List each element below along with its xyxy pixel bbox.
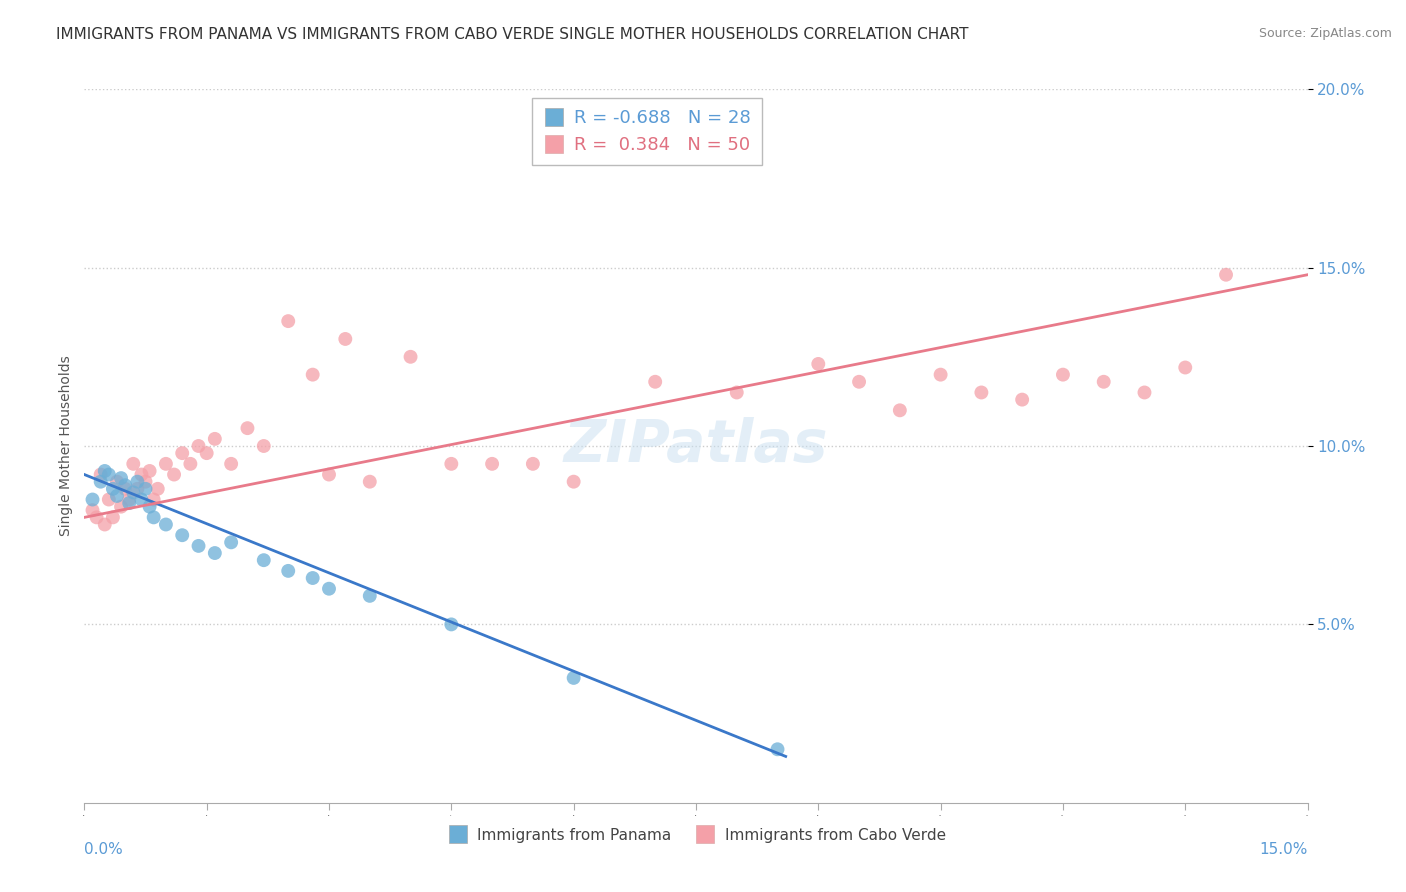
Point: [127, 482, 149, 496]
Point: [766, 742, 789, 756]
Point: [1133, 385, 1156, 400]
Text: 0.0%: 0.0%: [84, 842, 124, 857]
Point: [93, 517, 115, 532]
Text: IMMIGRANTS FROM PANAMA VS IMMIGRANTS FROM CABO VERDE SINGLE MOTHER HOUSEHOLDS CO: IMMIGRANTS FROM PANAMA VS IMMIGRANTS FRO…: [56, 27, 969, 42]
Point: [146, 482, 169, 496]
Point: [807, 357, 830, 371]
Point: [1215, 268, 1237, 282]
Point: [101, 510, 124, 524]
Point: [110, 471, 132, 485]
Point: [82, 492, 104, 507]
Point: [359, 475, 381, 489]
Point: [301, 368, 323, 382]
Point: [135, 482, 157, 496]
Point: [138, 500, 160, 514]
Point: [318, 467, 340, 482]
Point: [399, 350, 422, 364]
Point: [301, 571, 323, 585]
Point: [970, 385, 993, 400]
Point: [204, 546, 226, 560]
Point: [118, 492, 141, 507]
Point: [440, 617, 463, 632]
Point: [253, 553, 276, 567]
Point: [82, 503, 104, 517]
Point: [131, 467, 153, 482]
Point: [562, 671, 585, 685]
Point: [644, 375, 666, 389]
Text: ZIPatlas: ZIPatlas: [564, 417, 828, 475]
Point: [219, 535, 242, 549]
Point: [204, 432, 226, 446]
Point: [138, 464, 160, 478]
Point: [155, 517, 177, 532]
Point: [105, 475, 128, 489]
Point: [522, 457, 544, 471]
Point: [114, 478, 136, 492]
Point: [86, 510, 108, 524]
Point: [929, 368, 952, 382]
Point: [848, 375, 870, 389]
Point: [127, 475, 149, 489]
Point: [114, 482, 136, 496]
Point: [481, 457, 503, 471]
Point: [131, 492, 153, 507]
Point: [93, 464, 115, 478]
Point: [172, 446, 194, 460]
Point: [97, 492, 120, 507]
Point: [122, 457, 145, 471]
Point: [118, 496, 141, 510]
Point: [187, 439, 209, 453]
Point: [142, 492, 165, 507]
Point: [110, 500, 132, 514]
Point: [179, 457, 201, 471]
Point: [97, 467, 120, 482]
Point: [440, 457, 463, 471]
Point: [277, 314, 299, 328]
Y-axis label: Single Mother Households: Single Mother Households: [59, 356, 73, 536]
Point: [1174, 360, 1197, 375]
Point: [90, 475, 112, 489]
Point: [122, 485, 145, 500]
Point: [562, 475, 585, 489]
Point: [889, 403, 911, 417]
Legend: Immigrants from Panama, Immigrants from Cabo Verde: Immigrants from Panama, Immigrants from …: [440, 822, 952, 848]
Point: [101, 482, 124, 496]
Point: [163, 467, 186, 482]
Point: [253, 439, 276, 453]
Point: [135, 475, 157, 489]
Text: Source: ZipAtlas.com: Source: ZipAtlas.com: [1258, 27, 1392, 40]
Point: [1092, 375, 1115, 389]
Point: [1011, 392, 1033, 407]
Point: [277, 564, 299, 578]
Point: [318, 582, 340, 596]
Point: [155, 457, 177, 471]
Point: [335, 332, 357, 346]
Point: [219, 457, 242, 471]
Text: 15.0%: 15.0%: [1260, 842, 1308, 857]
Point: [90, 467, 112, 482]
Point: [725, 385, 748, 400]
Point: [187, 539, 209, 553]
Point: [172, 528, 194, 542]
Point: [236, 421, 259, 435]
Point: [105, 489, 128, 503]
Point: [1052, 368, 1074, 382]
Point: [359, 589, 381, 603]
Point: [142, 510, 165, 524]
Point: [195, 446, 218, 460]
